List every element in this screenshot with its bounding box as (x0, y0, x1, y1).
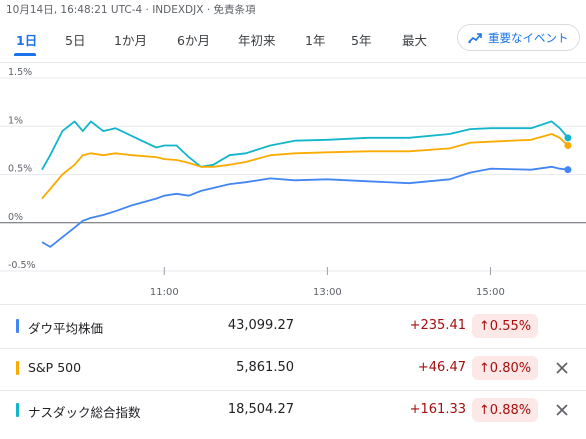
index-name: S&P 500 (28, 360, 82, 375)
tab-ytd[interactable]: 年初来 (238, 33, 276, 48)
range-tabs: 1日 5日 1か月 6か月 年初来 1年 5年 最大 (0, 24, 586, 56)
arrow-up-icon: ↑ (478, 318, 490, 334)
index-row-sp500[interactable]: S&P 500 5,861.50 +46.47 ↑ 0.80% (0, 348, 586, 388)
series-color-swatch (16, 361, 19, 375)
active-tab-indicator (14, 53, 36, 56)
index-value: 43,099.27 (227, 318, 294, 333)
tab-max[interactable]: 最大 (402, 33, 428, 48)
index-name: ナスダック総合指数 (28, 405, 141, 420)
percent-badge: ↑ 0.55% (472, 314, 538, 338)
index-row-dow[interactable]: ダウ平均株価 43,099.27 +235.41 ↑ 0.55% (0, 306, 586, 346)
key-events-label: 重要なイベント (488, 30, 569, 45)
series-line (41, 120, 569, 171)
arrow-up-icon: ↑ (478, 360, 490, 376)
y-tick-label: 1.5% (8, 67, 32, 78)
close-icon[interactable] (553, 359, 571, 377)
tab-5d[interactable]: 5日 (65, 33, 86, 48)
trending-icon (468, 32, 482, 43)
percent-value: 0.80% (489, 360, 532, 376)
y-tick-label: 0% (8, 212, 23, 223)
index-change: +235.41 (409, 318, 466, 333)
index-change: +46.47 (417, 360, 466, 375)
y-tick-label: 0.5% (8, 164, 32, 175)
series-line (41, 165, 569, 248)
index-change: +161.33 (409, 402, 466, 417)
series-color-swatch (16, 319, 19, 333)
index-chart[interactable]: 1.5% 1% 0.5% 0% -0.5% 11:00 13:00 15:00 (0, 65, 586, 300)
percent-badge: ↑ 0.80% (472, 356, 538, 380)
arrow-up-icon: ↑ (478, 402, 490, 418)
series-endpoint (564, 134, 572, 142)
row-divider (0, 348, 586, 349)
row-divider (0, 390, 586, 391)
index-name: ダウ平均株価 (28, 321, 104, 336)
index-row-nasdaq[interactable]: ナスダック総合指数 18,504.27 +161.33 ↑ 0.88% (0, 390, 586, 430)
percent-badge: ↑ 0.88% (472, 398, 538, 422)
x-tick-label: 13:00 (313, 287, 342, 298)
close-icon[interactable] (553, 401, 571, 419)
index-value: 5,861.50 (236, 360, 294, 375)
percent-value: 0.55% (489, 318, 532, 334)
series-endpoint (564, 142, 572, 150)
tab-1y[interactable]: 1年 (305, 33, 326, 48)
tab-6m[interactable]: 6か月 (177, 33, 210, 48)
header-divider (0, 62, 586, 63)
tab-5y[interactable]: 5年 (351, 33, 372, 48)
series-color-swatch (16, 403, 19, 417)
series-line (41, 133, 569, 200)
x-tick-label: 15:00 (476, 287, 505, 298)
header-info-line: 10月14日, 16:48:21 UTC-4 · INDEXDJX · 免責条項 (6, 4, 256, 16)
x-tick-label: 11:00 (150, 287, 179, 298)
series-endpoint (564, 166, 572, 174)
row-divider (0, 304, 586, 305)
y-tick-label: 1% (8, 115, 23, 126)
tab-1m[interactable]: 1か月 (114, 33, 147, 48)
y-tick-label: -0.5% (8, 260, 36, 271)
key-events-button[interactable]: 重要なイベント (457, 24, 580, 51)
percent-value: 0.88% (489, 402, 532, 418)
index-value: 18,504.27 (227, 402, 294, 417)
tab-1d[interactable]: 1日 (16, 33, 38, 48)
